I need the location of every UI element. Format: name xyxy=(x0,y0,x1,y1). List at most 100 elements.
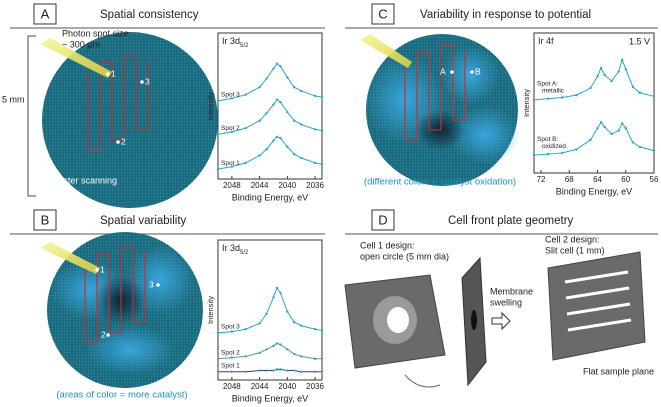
x-axis-label: Binding Energy, eV xyxy=(556,186,632,196)
spot-marker xyxy=(95,268,99,272)
curved-arrow xyxy=(404,374,441,388)
spot-label: B xyxy=(475,66,481,76)
spot-marker xyxy=(116,140,120,144)
caption: (areas of color = more catalyst) xyxy=(56,390,187,401)
x-tick-label: 68 xyxy=(565,175,574,184)
panel-title: Spatial consistency xyxy=(100,9,199,21)
annotation: Slit cell (1 mm) xyxy=(545,245,605,255)
x-tick-label: 2040 xyxy=(278,382,296,391)
cell2-slits xyxy=(564,270,632,332)
panel-title: Cell front plate geometry xyxy=(448,215,574,227)
spot-label: 1 xyxy=(111,68,116,78)
raster-path xyxy=(87,54,149,151)
arrow xyxy=(491,311,511,331)
photon-beam xyxy=(40,242,100,274)
x-tick-label: 72 xyxy=(537,175,546,184)
spot-label: A xyxy=(440,66,446,76)
sample-disc xyxy=(42,32,218,208)
spot-marker xyxy=(106,72,110,76)
annotation: Cell 2 design: xyxy=(545,234,600,244)
raster-path xyxy=(404,44,466,141)
scale-label: 5 mm xyxy=(2,94,25,104)
annotation: ~ 300 μm xyxy=(62,39,100,49)
panel-title: Variability in response to potential xyxy=(420,9,591,21)
series-label: Spot B: xyxy=(537,136,559,143)
series-label: Spot 1 xyxy=(221,160,240,167)
panel-label: B xyxy=(41,212,50,227)
plot-title-text: Ir 4f xyxy=(538,36,554,46)
annotation: open circle (5 mm dia) xyxy=(360,251,449,261)
spot-marker xyxy=(106,333,110,337)
annotation: Photon spot size xyxy=(62,28,129,38)
y-axis-label: Intensity xyxy=(522,89,531,117)
photon-beam xyxy=(40,38,112,78)
x-axis-label: Binding Energy, eV xyxy=(232,393,308,403)
plot-title: Ir 3d5/2 xyxy=(222,243,249,255)
plot-title: Ir 4f xyxy=(538,36,554,46)
series-label: Spot A: xyxy=(537,81,558,88)
catalyst-area xyxy=(450,105,520,165)
spectrum xyxy=(216,342,324,360)
x-tick-label: 2048 xyxy=(223,382,241,391)
series-note: metallic xyxy=(542,88,565,95)
y-axis-label: Intensity xyxy=(206,92,215,120)
caption: (different colors = catalyst oxidation) xyxy=(364,177,516,188)
spot-label: 1 xyxy=(100,264,105,274)
y-axis-label: Intensity xyxy=(206,296,215,324)
cell1-hole xyxy=(387,307,409,333)
panel-title: Spatial variability xyxy=(100,215,187,227)
plot-title-sub: 5/2 xyxy=(240,250,249,256)
annotation: Flat sample plane xyxy=(583,366,654,376)
membrane-bulge xyxy=(471,310,477,330)
spot-label: 3 xyxy=(145,76,150,86)
annotation: swelling xyxy=(490,297,522,307)
spot-marker xyxy=(140,80,144,84)
x-tick-label: 64 xyxy=(593,175,602,184)
panel-label: A xyxy=(41,6,50,21)
annotation: Raster scanning xyxy=(52,175,117,185)
series-label: Spot 1 xyxy=(221,362,240,369)
spectrum xyxy=(216,286,324,334)
series-label: Spot 2 xyxy=(221,125,240,132)
spectrum xyxy=(532,58,656,102)
bare-area xyxy=(95,275,145,325)
spot-label: 2 xyxy=(101,329,106,339)
series-label: Spot 2 xyxy=(221,349,240,356)
annotation: Cell 1 design: xyxy=(360,240,415,250)
plot-annotation: 1.5 V xyxy=(629,36,650,46)
plot-title: Ir 3d5/2 xyxy=(222,36,249,48)
panel-label: C xyxy=(378,6,387,21)
x-tick-label: 2036 xyxy=(306,181,324,190)
panel-label-box xyxy=(371,3,395,25)
spectrum xyxy=(532,121,656,157)
x-tick-label: 2040 xyxy=(278,181,296,190)
panel-label-box xyxy=(371,209,395,231)
plot-title-text: Ir 3d xyxy=(222,36,240,46)
plot-frame xyxy=(217,32,323,180)
panel-label: D xyxy=(378,212,387,227)
spot-marker xyxy=(470,70,474,74)
plot-title-text: Ir 3d xyxy=(222,243,240,253)
spot-label: 2 xyxy=(121,136,126,146)
catalyst-area xyxy=(85,325,175,375)
series-label: Spot 3 xyxy=(221,92,240,99)
spectrum xyxy=(216,62,324,103)
x-tick-label: 2044 xyxy=(251,382,269,391)
spectrum xyxy=(216,135,324,171)
catalyst-area xyxy=(440,45,500,105)
spot-label: 3 xyxy=(149,279,154,289)
panel-label-box xyxy=(33,209,57,231)
plot-frame xyxy=(217,239,323,381)
series-note: oxidized xyxy=(542,143,566,150)
x-tick-label: 2048 xyxy=(223,181,241,190)
x-tick-label: 56 xyxy=(650,175,659,184)
plot-title-sub: 5/2 xyxy=(240,43,249,49)
spot-marker xyxy=(450,70,454,74)
spot-marker xyxy=(156,283,160,287)
series-label: Spot 3 xyxy=(221,324,240,331)
x-tick-label: 2044 xyxy=(251,181,269,190)
raster-path xyxy=(84,246,146,343)
panel-label-box xyxy=(33,3,57,25)
